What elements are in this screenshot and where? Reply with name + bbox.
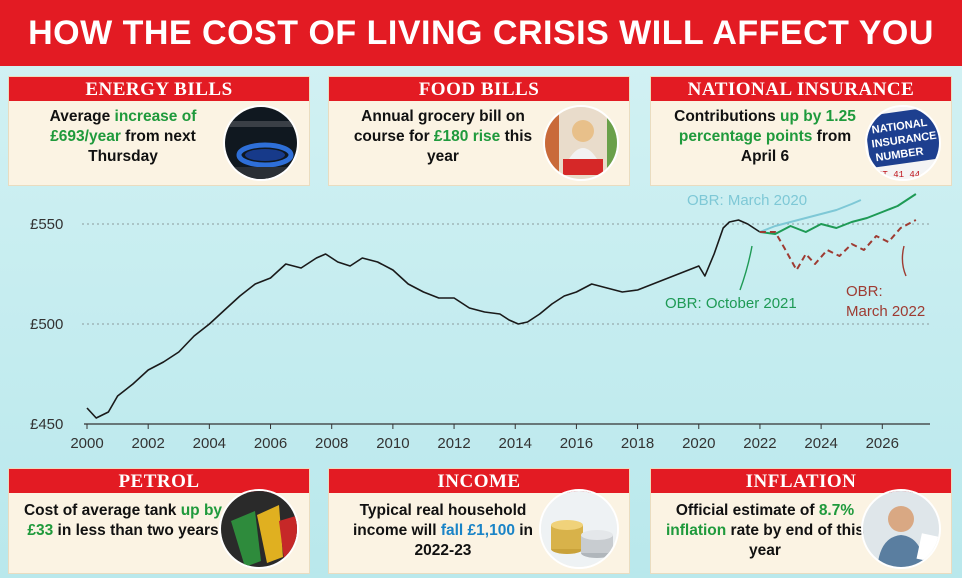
income-highlight: fall £1,100: [440, 522, 515, 539]
obr-march-2022-line: [759, 219, 917, 271]
headline-banner: HOW THE COST OF LIVING CRISIS WILL AFFEC…: [0, 0, 962, 66]
y-tick-label: £450: [30, 416, 63, 433]
income-card: INCOME Typical real household income wil…: [328, 468, 630, 574]
energy-bills-heading: ENERGY BILLS: [9, 77, 309, 101]
x-tick-label: 2004: [193, 435, 226, 452]
x-tick-label: 2024: [804, 435, 837, 452]
petrol-card: PETROL Cost of average tank up by £33 in…: [8, 468, 310, 574]
food-bills-card: FOOD BILLS Annual grocery bill on course…: [328, 76, 630, 186]
inflation-card: INFLATION Official estimate of 8.7% infl…: [650, 468, 952, 574]
ni-card-line-4: JT 41 44: [877, 170, 920, 180]
national-insurance-card: NATIONAL INSURANCE Contributions up by 1…: [650, 76, 952, 186]
annotation-obr-march-2022-line1: OBR:: [846, 283, 883, 300]
ni-highlight: up by 1.25 percentage points: [678, 108, 856, 145]
x-tick-label: 2000: [70, 435, 103, 452]
x-tick-label: 2026: [866, 435, 899, 452]
x-tick-label: 2020: [682, 435, 715, 452]
inflation-highlight: 8.7% inflation: [665, 502, 855, 539]
inflation-text: Official estimate of 8.7% inflation rate…: [665, 502, 865, 559]
food-bills-heading: FOOD BILLS: [329, 77, 629, 101]
annotation-obr-march-2022-line2: March 2022: [846, 303, 925, 320]
coins-icon: [539, 489, 619, 569]
annotation-obr-march-2020: OBR: March 2020: [687, 192, 807, 209]
page-title: HOW THE COST OF LIVING CRISIS WILL AFFEC…: [28, 13, 934, 52]
x-tick-label: 2002: [131, 435, 164, 452]
worried-man-icon: [861, 489, 941, 569]
x-tick-label: 2014: [499, 435, 532, 452]
income-line-chart: £450 £500 £550 2000 2002 2004 2006 2008 2010 2012…: [30, 192, 930, 452]
income-text: Typical real household income will fall …: [352, 502, 534, 559]
petrol-highlight: up by £33: [27, 502, 223, 539]
food-highlight: £180 rise: [433, 128, 501, 145]
national-insurance-heading: NATIONAL INSURANCE: [651, 77, 951, 101]
y-tick-label: £550: [30, 216, 63, 233]
petrol-text: Cost of average tank up by £33 in less t…: [23, 502, 223, 539]
x-tick-label: 2010: [376, 435, 409, 452]
annotation-pointer-oct-2021: [739, 245, 753, 291]
actual-income-line: [86, 219, 761, 419]
shopper-trolley-icon: [543, 105, 619, 181]
annotation-pointer-mar-2022: [901, 245, 907, 277]
x-tick-label: 2018: [621, 435, 654, 452]
x-tick-label: 2006: [254, 435, 287, 452]
energy-bills-text: Average increase of £693/year from next …: [49, 108, 197, 165]
national-insurance-text: Contributions up by 1.25 percentage poin…: [674, 108, 856, 165]
fuel-nozzles-icon: [219, 489, 299, 569]
x-tick-label: 2008: [315, 435, 348, 452]
energy-highlight: increase of £693/year: [50, 108, 197, 145]
x-tick-label: 2012: [437, 435, 470, 452]
annotation-obr-october-2021: OBR: October 2021: [665, 295, 797, 312]
energy-bills-card: ENERGY BILLS Average increase of £693/ye…: [8, 76, 310, 186]
obr-october-2021-line: [759, 193, 917, 235]
x-tick-label: 2016: [560, 435, 593, 452]
ni-card-icon: NATIONAL INSURANCE NUMBER JT 41 44: [865, 105, 941, 181]
gas-hob-flame-icon: [223, 105, 299, 181]
obr-march-2020-line: [759, 199, 862, 233]
y-tick-label: £500: [30, 316, 63, 333]
x-tick-label: 2022: [743, 435, 776, 452]
food-bills-text: Annual grocery bill on course for £180 r…: [353, 108, 533, 165]
